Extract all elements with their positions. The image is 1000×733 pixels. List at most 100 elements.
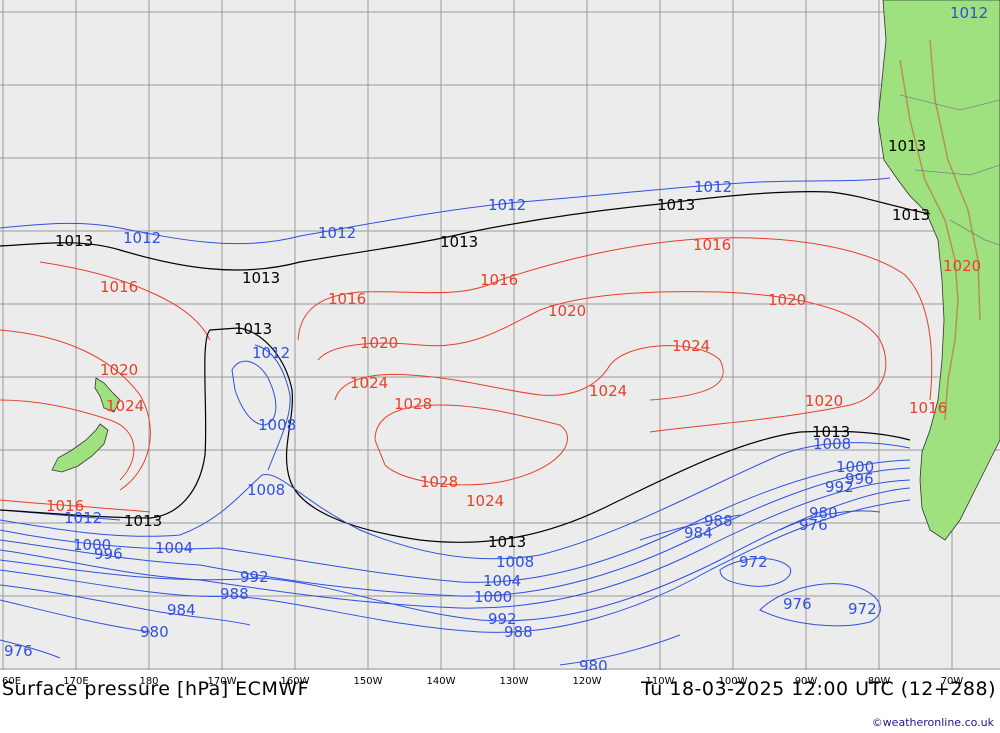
new-zealand-south [51,423,109,473]
isobar-1024-center [334,345,724,401]
credit-link[interactable]: ©weatheronline.co.uk [871,716,994,729]
label-1004: 1004 [155,539,193,557]
isobar-1008-band [0,442,911,560]
south-america [877,0,1000,541]
label-972: 972 [848,600,877,618]
label-1013: 1013 [812,423,850,441]
label-1013: 1013 [55,232,93,250]
new-zealand-north [94,377,121,413]
label-1028: 1028 [420,473,458,491]
label-1012: 1012 [252,344,290,362]
label-1016: 1016 [480,271,518,289]
label-1004: 1004 [483,572,521,590]
label-988: 988 [504,623,533,641]
isobar-1012-low [254,344,291,471]
isobar-996-band [0,479,911,609]
ocean-background [0,0,1000,672]
lon-label: 90W [794,676,818,687]
label-1008: 1008 [258,416,296,434]
lon-label: 120W [572,676,602,687]
label-972: 972 [739,553,768,571]
label-1013: 1013 [234,320,272,338]
label-992: 992 [488,610,517,628]
pressure-map: 1013 1013 1013 1013 1013 1013 1013 1013 … [0,0,1000,672]
map-canvas: 1013 1013 1013 1013 1013 1013 1013 1013 … [0,0,1000,672]
isobar-labels: 1013 1013 1013 1013 1013 1013 1013 1013 … [4,4,988,672]
label-984: 984 [684,524,713,542]
label-1000: 1000 [73,536,111,554]
label-1008: 1008 [813,435,851,453]
label-1024: 1024 [589,382,627,400]
label-996: 996 [94,545,123,563]
label-980: 980 [579,657,608,672]
label-1012: 1012 [694,178,732,196]
graticule [0,0,1000,672]
label-1000: 1000 [474,588,512,606]
label-1024: 1024 [350,374,388,392]
label-1020: 1020 [943,257,981,275]
isobar-1016-center [297,237,933,401]
label-1016: 1016 [46,497,84,515]
label-1012: 1012 [318,224,356,242]
isobar-980-band [0,510,881,666]
isobar-1020-west [0,329,151,491]
isobars [0,177,933,666]
label-1024: 1024 [106,397,144,415]
isobar-976-sw [0,639,61,659]
isobar-1016-sw [0,499,151,513]
valid-time: Tu 18-03-2025 12:00 UTC (12+288) [641,678,996,700]
label-1013: 1013 [888,137,926,155]
label-996: 996 [845,470,874,488]
label-1000: 1000 [836,458,874,476]
lon-label: 60E [2,676,22,687]
lon-label: 140W [426,676,456,687]
isobar-988-band [0,499,911,633]
label-1013: 1013 [488,533,526,551]
lon-label: 80W [867,676,891,687]
label-1020: 1020 [805,392,843,410]
label-1013: 1013 [657,196,695,214]
label-1012: 1012 [488,196,526,214]
label-1024: 1024 [466,492,504,510]
isobar-992-band [0,487,911,622]
isobar-1013-north [0,191,931,271]
map-title: Surface pressure [hPa] ECMWF [2,678,310,700]
lon-label: 150W [353,676,383,687]
label-1016: 1016 [100,278,138,296]
isobar-1020-center [317,291,887,433]
label-1008: 1008 [496,553,534,571]
label-1013: 1013 [124,512,162,530]
label-1008: 1008 [247,481,285,499]
lon-label: 70W [940,676,964,687]
label-1012: 1012 [64,509,102,527]
label-1020: 1020 [360,334,398,352]
label-1020: 1020 [548,302,586,320]
label-1020: 1020 [768,291,806,309]
lon-label: 170E [63,676,89,687]
lon-label: 170W [207,676,237,687]
label-1013: 1013 [440,233,478,251]
isobar-1013-trough [0,327,911,543]
andes-relief [899,39,981,421]
label-976: 976 [799,516,828,534]
label-988: 988 [704,512,733,530]
label-1016: 1016 [693,236,731,254]
label-984: 984 [167,601,196,619]
isobar-1024-west [0,399,135,481]
isobar-1008-low [231,360,277,426]
isobar-1016-north [39,261,211,341]
isobar-972-loop [719,558,792,587]
lon-label: 100W [718,676,748,687]
landmasses [51,0,1000,541]
label-1012: 1012 [950,4,988,22]
label-1016: 1016 [328,290,366,308]
label-980: 980 [809,504,838,522]
lon-label: 130W [499,676,529,687]
label-1020: 1020 [100,361,138,379]
lon-label: 180 [139,676,159,687]
label-1016: 1016 [909,399,947,417]
label-976: 976 [4,642,33,660]
label-992: 992 [825,478,854,496]
label-988: 988 [220,585,249,603]
label-1013: 1013 [892,206,930,224]
